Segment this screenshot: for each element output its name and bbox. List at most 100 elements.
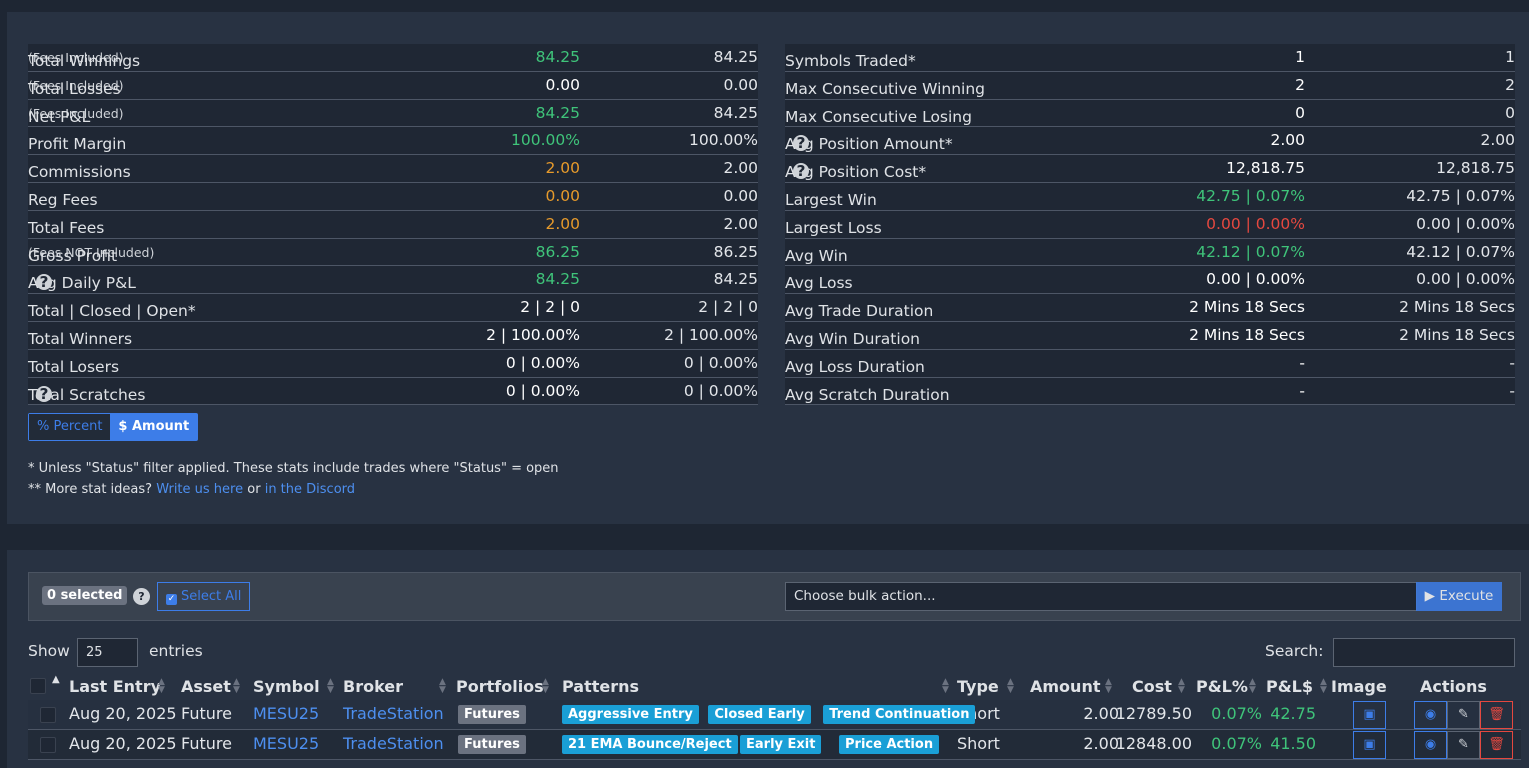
header-image[interactable]: Image — [1331, 677, 1387, 696]
bulk-action-select[interactable]: Choose bulk action... — [785, 582, 1417, 611]
edit-button[interactable]: ✎ — [1447, 701, 1480, 729]
stat-label-text: Avg Daily P&L — [28, 274, 136, 293]
stat-value-alt: 84.25 — [713, 48, 758, 66]
stat-label-text: Avg Win Duration — [785, 329, 920, 348]
footnote-ideas-text: ** More stat ideas? — [28, 482, 153, 497]
sort-icon[interactable]: ▲ ▼ — [1178, 677, 1185, 695]
stat-label-text: Total Scratches — [28, 385, 146, 404]
sort-icon[interactable]: ▲ ▼ — [327, 677, 334, 695]
sort-icon[interactable]: ▲ ▼ — [1007, 677, 1014, 695]
stat-value-alt: 1 — [1505, 48, 1515, 66]
broker-link[interactable]: TradeStation — [343, 734, 444, 753]
edit-icon: ✎ — [1458, 737, 1469, 752]
help-icon[interactable]: ? — [793, 135, 809, 152]
sort-icon[interactable]: ▲ ▼ — [1249, 677, 1256, 695]
header-type[interactable]: Type — [957, 677, 999, 696]
stat-label-text: Largest Loss — [785, 218, 882, 237]
header-patterns[interactable]: Patterns — [562, 677, 640, 696]
search-input[interactable] — [1333, 638, 1515, 667]
header-portfolios[interactable]: Portfolios — [456, 677, 544, 696]
help-icon[interactable]: ? — [793, 163, 809, 180]
stat-value-alt: 0 — [1505, 103, 1515, 122]
stat-value: 84.25 — [535, 270, 580, 289]
execute-button[interactable]: ▶ Execute — [1416, 582, 1502, 611]
header-pnl-pct[interactable]: P&L% — [1196, 677, 1248, 696]
view-button[interactable]: ◉ — [1414, 731, 1447, 759]
delete-button[interactable]: 🗑 — [1480, 731, 1513, 759]
stat-label-text: Total Winners — [28, 329, 133, 348]
cell-pnl-pct: 0.07% — [1211, 734, 1262, 753]
image-button[interactable]: ▣ — [1353, 701, 1386, 729]
stat-row: Avg Loss Duration - - — [785, 349, 1515, 378]
discord-link[interactable]: in the Discord — [264, 482, 356, 497]
row-checkbox[interactable] — [40, 707, 56, 723]
table-row[interactable]: Aug 20, 2025 Future MESU25 TradeStation Shor… — [28, 700, 1521, 730]
stat-row: Avg Loss 0.00 | 0.00% 0.00 | 0.00% — [785, 266, 1515, 295]
stat-row: Max Consecutive Losing 0 0 — [785, 99, 1515, 128]
select-all-checkbox[interactable] — [30, 678, 46, 694]
stats-table-left: Total Winnings (Fees Included) 84.25 84.25… — [28, 44, 758, 406]
symbol-link[interactable]: MESU25 — [253, 704, 320, 723]
stat-row: Total Winners 2 | 100.00% 2 | 100.00% — [28, 321, 758, 350]
sort-icon[interactable]: ▲ ▼ — [1320, 677, 1327, 695]
header-last-entry[interactable]: Last Entry — [69, 677, 162, 696]
percent-button[interactable]: % Percent — [29, 414, 111, 440]
row-checkbox[interactable] — [40, 737, 56, 753]
sort-up-icon[interactable]: ▲ — [52, 674, 60, 685]
stat-value: - — [1299, 353, 1305, 372]
stat-value: 100.00% — [511, 131, 580, 150]
stat-value-alt: 0.00 — [723, 186, 758, 205]
cell-type: Short — [957, 734, 1000, 753]
pattern-badge: Early Exit — [740, 735, 822, 754]
header-actions[interactable]: Actions — [1420, 677, 1487, 696]
stat-value: 42.75 | 0.07% — [1196, 186, 1305, 205]
stat-label-text: Avg Loss Duration — [785, 357, 925, 376]
stat-value: 84.25 — [535, 48, 580, 66]
sort-icon[interactable]: ▲ ▼ — [942, 677, 949, 695]
header-amount[interactable]: Amount — [1030, 677, 1101, 696]
entries-label: entries — [149, 642, 203, 660]
stat-value: 0.00 — [545, 186, 580, 205]
sort-icon[interactable]: ▲ ▼ — [158, 677, 165, 695]
stat-value-alt: 2 | 2 | 0 — [698, 298, 758, 317]
stat-label-text: Avg Position Cost* — [785, 163, 927, 182]
sort-icon[interactable]: ▲ ▼ — [1105, 677, 1112, 695]
stat-row: Total | Closed | Open* 2 | 2 | 0 2 | 2 | 0 — [28, 294, 758, 322]
stat-row: Symbols Traded* 1 1 — [785, 44, 1515, 72]
stat-value-alt: 42.75 | 0.07% — [1406, 186, 1515, 205]
stat-value-alt: - — [1509, 353, 1515, 372]
stat-label-text: Total Fees — [28, 218, 105, 237]
amount-button[interactable]: $ Amount — [110, 414, 198, 440]
header-cost[interactable]: Cost — [1132, 677, 1172, 696]
header-broker[interactable]: Broker — [343, 677, 404, 696]
broker-link[interactable]: TradeStation — [343, 704, 444, 723]
stat-row: Avg Daily P&L? 84.25 84.25 — [28, 266, 758, 295]
header-symbol[interactable]: Symbol — [253, 677, 320, 696]
stat-value: 2 — [1295, 75, 1305, 94]
header-asset[interactable]: Asset — [181, 677, 231, 696]
view-button[interactable]: ◉ — [1414, 701, 1447, 729]
help-icon[interactable]: ? — [133, 588, 150, 605]
stat-value-alt: 0 | 0.00% — [683, 353, 758, 372]
stat-label-text: Avg Loss — [785, 274, 853, 293]
stat-label-note: (Fees Included) — [28, 105, 124, 121]
write-us-link[interactable]: Write us here — [156, 482, 244, 497]
help-icon[interactable]: ? — [36, 385, 52, 402]
delete-button[interactable]: 🗑 — [1480, 701, 1513, 729]
stat-label-text: Total Losers — [28, 357, 120, 376]
select-all-button[interactable]: ✓ Select All — [157, 582, 251, 611]
help-icon[interactable]: ? — [36, 274, 52, 291]
edit-button[interactable]: ✎ — [1447, 731, 1480, 759]
entries-select[interactable]: 25 — [77, 638, 138, 667]
stat-row: Largest Loss 0.00 | 0.00% 0.00 | 0.00% — [785, 210, 1515, 239]
table-row[interactable]: Aug 20, 2025 Future MESU25 TradeStation Shor… — [28, 730, 1521, 760]
image-button[interactable]: ▣ — [1353, 731, 1386, 759]
cell-amount: 2.00 — [1083, 734, 1119, 753]
sort-icon[interactable]: ▲ ▼ — [439, 677, 446, 695]
stat-row: Total Losers 0 | 0.00% 0 | 0.00% — [28, 349, 758, 378]
header-pnl-usd[interactable]: P&L$ — [1266, 677, 1314, 696]
footnote-status: * Unless "Status" filter applied. These … — [28, 461, 559, 476]
sort-icon[interactable]: ▲ ▼ — [233, 677, 240, 695]
symbol-link[interactable]: MESU25 — [253, 734, 320, 753]
sort-icon[interactable]: ▲ ▼ — [542, 677, 549, 695]
